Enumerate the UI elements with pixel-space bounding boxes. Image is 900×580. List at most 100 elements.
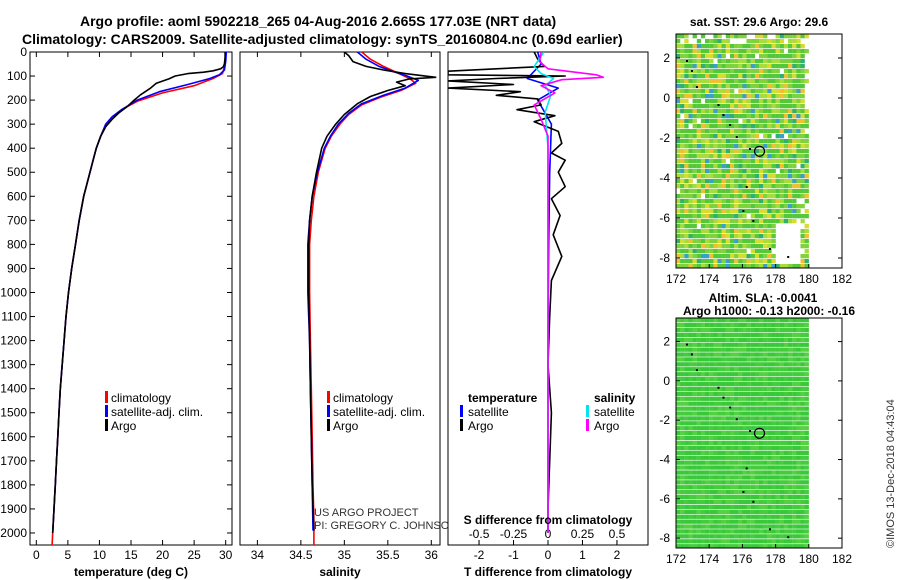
map-cell [775, 381, 780, 387]
map-cell [692, 199, 697, 204]
map-cell [676, 519, 681, 524]
map-cell [717, 109, 722, 114]
map-cell [692, 504, 697, 510]
map-cell [709, 544, 714, 548]
map-cell [734, 139, 739, 144]
map-cell [734, 109, 739, 114]
map-cell [725, 494, 731, 500]
map-cell [804, 431, 809, 436]
island-dot [749, 430, 752, 433]
map-cell [792, 519, 797, 524]
map-cell [779, 114, 785, 119]
map-cell [742, 229, 747, 234]
map-cell [750, 494, 755, 500]
map-cell [779, 342, 785, 347]
map-cell [713, 396, 718, 401]
map-cell [750, 421, 755, 426]
map-cell [738, 34, 743, 39]
map-cell [742, 372, 747, 377]
map-cell [763, 445, 768, 451]
map-cell [705, 357, 710, 362]
map-cell [746, 372, 751, 377]
map-cell [746, 362, 751, 367]
map-cell [717, 475, 722, 480]
map-cell [767, 347, 772, 352]
map-cell [692, 189, 697, 194]
map-cell [788, 49, 793, 54]
map-cell [759, 544, 764, 548]
map-cell [692, 159, 697, 164]
map-cell [730, 194, 735, 199]
map-cell [759, 377, 764, 382]
map-cell [738, 426, 743, 431]
series-line-argo [307, 52, 437, 531]
map-cell [783, 362, 789, 367]
map-cell [680, 514, 685, 519]
map-cell [750, 362, 755, 367]
map-cell [734, 490, 739, 495]
map-cell [725, 204, 731, 209]
map-cell [759, 391, 764, 396]
map-cell [734, 114, 739, 119]
map-cell [738, 69, 743, 74]
map-cell [684, 475, 689, 480]
map-cell [763, 524, 768, 529]
map-cell [746, 499, 751, 505]
map-cell [779, 144, 785, 149]
map-cell [692, 470, 697, 475]
map-cell [792, 139, 797, 144]
map-cell [754, 347, 760, 352]
map-cell [688, 386, 693, 392]
map-cell [804, 534, 809, 539]
map-cell [771, 386, 776, 392]
map-cell [730, 184, 735, 189]
map-cell [796, 539, 801, 544]
map-cell [709, 164, 714, 169]
map-cell [783, 114, 789, 119]
map-cell [717, 254, 722, 259]
map-cell [763, 514, 768, 519]
map-cell [696, 416, 702, 421]
map-cell [767, 64, 772, 69]
map-cell [775, 440, 780, 446]
map-cell [800, 159, 805, 164]
map-cell [800, 529, 805, 534]
map-cell [767, 455, 772, 460]
map-cell [788, 494, 793, 500]
map-cell [746, 465, 751, 470]
map-cell [763, 494, 768, 500]
map-cell [700, 519, 706, 524]
map-cell [705, 109, 710, 114]
depth-tick-label: 900 [7, 261, 27, 275]
map-cell [783, 440, 789, 446]
map-cell [725, 89, 731, 94]
map-cell [775, 465, 780, 470]
map-cell [742, 49, 747, 54]
map-cell [775, 184, 780, 189]
map-cell [696, 494, 702, 500]
map-cell [717, 490, 722, 495]
map-cell [721, 104, 726, 109]
map-cell [759, 475, 764, 480]
map-cell [800, 34, 805, 39]
map-cell [680, 189, 685, 194]
map-cell [804, 480, 809, 485]
map-cell [676, 357, 681, 362]
map-cell [730, 372, 735, 377]
temperature-legend: climatology satellite-adj. clim. Argo [105, 391, 203, 433]
map-cell [705, 89, 710, 94]
map-cell [705, 342, 710, 347]
map-cell [767, 194, 772, 199]
map-cell [680, 347, 685, 352]
map-cell [705, 244, 710, 249]
map-cell [705, 322, 710, 328]
map-cell [700, 164, 706, 169]
map-cell [783, 381, 789, 387]
map-y-tick-label: -6 [659, 211, 670, 225]
map-cell [742, 74, 747, 79]
map-cell [746, 327, 751, 333]
map-cell [705, 396, 710, 401]
map-cell [676, 440, 681, 446]
map-cell [779, 44, 785, 49]
map-cell [775, 332, 780, 337]
